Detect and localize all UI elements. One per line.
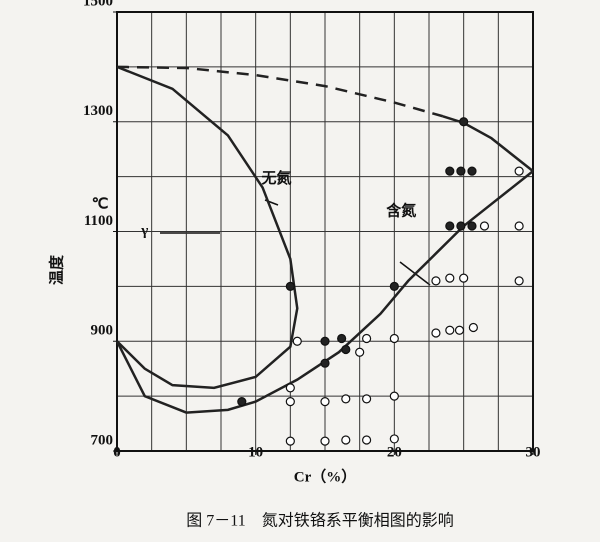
data-point — [459, 273, 469, 283]
data-point — [514, 221, 524, 231]
data-point — [467, 166, 477, 176]
data-point — [355, 347, 365, 357]
data-point — [341, 394, 351, 404]
data-point — [320, 436, 330, 446]
data-point — [389, 434, 399, 444]
annotation: γ — [140, 223, 148, 239]
data-point — [337, 333, 347, 344]
data-point — [431, 328, 441, 338]
data-point — [362, 333, 372, 344]
curve — [442, 115, 534, 173]
data-point — [389, 281, 399, 291]
data-point — [431, 276, 441, 286]
y-unit: ℃ — [92, 196, 109, 212]
data-point — [362, 435, 372, 445]
data-point — [341, 435, 351, 445]
curve — [116, 65, 444, 118]
data-point — [285, 383, 295, 393]
y-tick-label: 900 — [91, 323, 114, 339]
data-point — [285, 436, 295, 446]
data-point — [454, 325, 465, 335]
y-tick-label: 1500 — [83, 0, 113, 9]
data-point — [362, 394, 372, 404]
data-point — [320, 358, 330, 368]
data-point — [389, 391, 399, 401]
data-point — [514, 276, 524, 286]
data-point — [285, 397, 295, 407]
data-point — [237, 397, 247, 407]
y-tick-label: 1300 — [83, 103, 113, 119]
y-tick-label: 700 — [91, 432, 114, 448]
data-point — [467, 221, 477, 231]
data-point — [445, 221, 455, 231]
data-point — [456, 221, 466, 231]
curve — [116, 65, 299, 390]
data-point — [292, 336, 302, 346]
annotation: 含氮 — [386, 202, 416, 220]
data-point — [479, 221, 490, 231]
x-tick-label: 30 — [526, 444, 541, 460]
data-point — [445, 166, 455, 176]
data-point — [445, 325, 455, 335]
data-point — [514, 166, 524, 176]
x-tick-label: 20 — [387, 444, 402, 460]
y-axis-label: 温度 — [47, 254, 65, 285]
annotation: 无氮 — [260, 169, 291, 187]
x-axis-label: Cr（%） — [294, 467, 357, 485]
caption: 图 7－11 氮对铁铬系平衡相图的影响 — [186, 511, 453, 530]
data-point — [341, 344, 351, 355]
data-point — [468, 322, 478, 333]
x-tick-label: 0 — [113, 444, 121, 460]
data-point — [285, 281, 295, 291]
x-tick-label: 10 — [248, 444, 263, 460]
data-point — [456, 166, 466, 176]
data-point — [320, 397, 330, 407]
y-tick-label: 1100 — [84, 213, 113, 229]
data-point — [320, 336, 330, 346]
data-point — [459, 117, 469, 127]
data-point — [445, 273, 455, 283]
data-point — [389, 333, 399, 344]
